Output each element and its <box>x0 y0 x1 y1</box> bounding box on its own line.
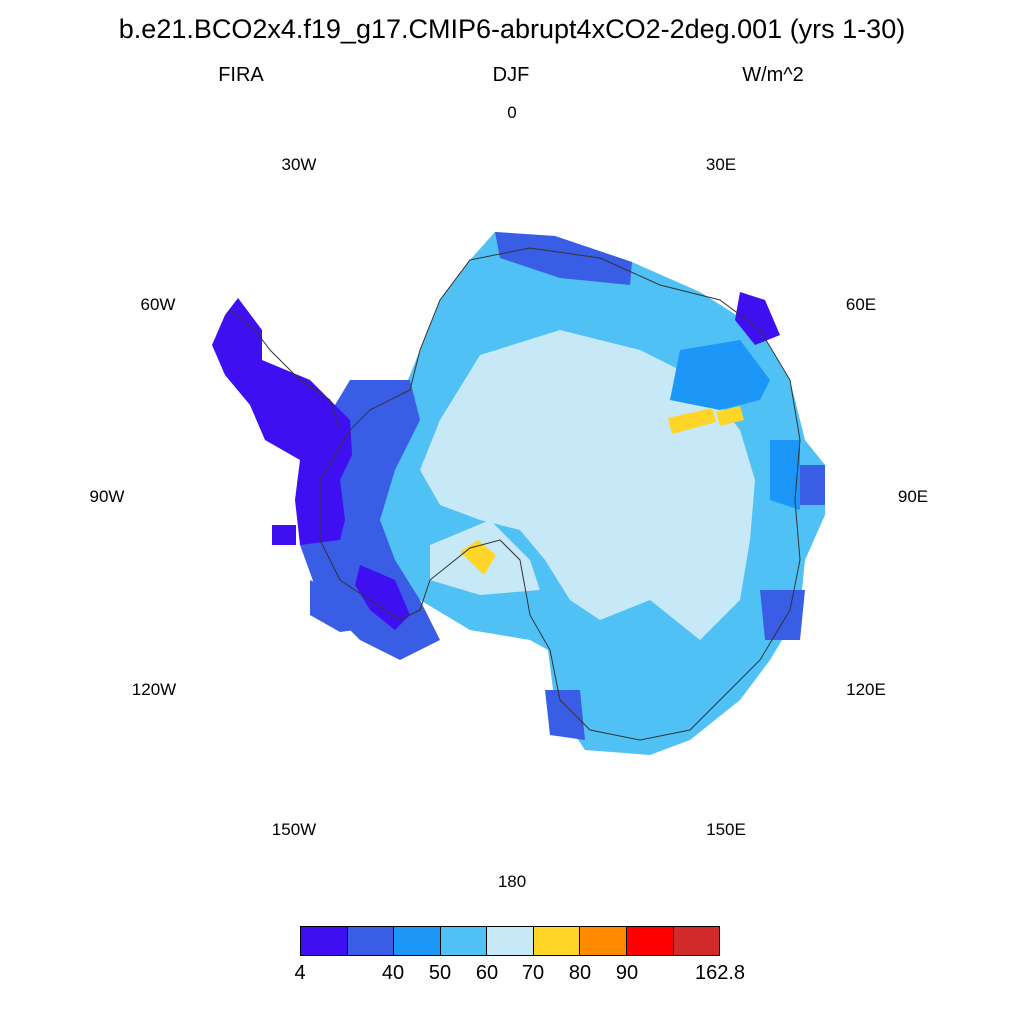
lon-label-60e: 60E <box>845 295 877 314</box>
east-patch-2 <box>670 340 770 410</box>
east-patch-4 <box>800 465 825 505</box>
colorbar-swatch <box>486 927 533 955</box>
yellow-cell-2 <box>716 406 744 426</box>
lon-label-150w: 150W <box>271 820 317 839</box>
east-patch-1 <box>495 232 632 285</box>
colorbar-label-70: 70 <box>521 962 545 984</box>
colorbar-label-40: 40 <box>381 962 405 984</box>
colorbar-swatch <box>346 927 394 955</box>
colorbar-label-80: 80 <box>568 962 592 984</box>
colorbar-swatch <box>625 927 673 955</box>
lon-label-30w: 30W <box>281 155 317 174</box>
east-patch-3 <box>770 440 800 510</box>
colorbar-swatch <box>301 927 347 955</box>
colorbar-swatch <box>439 927 487 955</box>
plot-title: b.e21.BCO2x4.f19_g17.CMIP6-abrupt4xCO2-2… <box>118 14 906 44</box>
interior-plateau <box>420 330 755 640</box>
peninsula <box>212 298 352 545</box>
colorbar-label-90: 90 <box>615 962 639 984</box>
coastline <box>229 247 801 741</box>
yellow-cell-1 <box>668 408 716 434</box>
east-patch-6 <box>545 690 585 740</box>
lon-label-120e: 120E <box>846 680 886 699</box>
colorbar <box>300 926 720 956</box>
colorbar-swatch <box>532 927 580 955</box>
lon-label-120w: 120W <box>131 680 177 699</box>
colorbar-label-50: 50 <box>428 962 452 984</box>
lon-label-0: 0 <box>507 103 517 122</box>
lon-label-180: 180 <box>497 872 527 891</box>
units-label: W/m^2 <box>742 64 804 86</box>
wedge-west <box>355 565 410 630</box>
colorbar-swatch <box>579 927 626 955</box>
season-label: DJF <box>492 64 530 86</box>
wedge-sw <box>310 580 355 632</box>
field-cells <box>212 232 825 755</box>
colorbar-label-60: 60 <box>475 962 499 984</box>
peninsula-tip <box>272 525 296 545</box>
lon-label-60w: 60W <box>140 295 176 314</box>
variable-label: FIRA <box>218 64 264 86</box>
east-patch-7 <box>735 292 780 345</box>
colorbar-swatch <box>672 927 720 955</box>
colorbar-label-min: 4 <box>294 962 306 984</box>
lon-label-90e: 90E <box>897 487 929 506</box>
lon-label-90w: 90W <box>89 487 125 506</box>
colorbar-label-max: 162.8 <box>694 962 746 984</box>
east-patch-5 <box>760 590 805 640</box>
colorbar-swatch <box>393 927 440 955</box>
lon-label-30e: 30E <box>705 155 737 174</box>
lon-label-150e: 150E <box>706 820 746 839</box>
